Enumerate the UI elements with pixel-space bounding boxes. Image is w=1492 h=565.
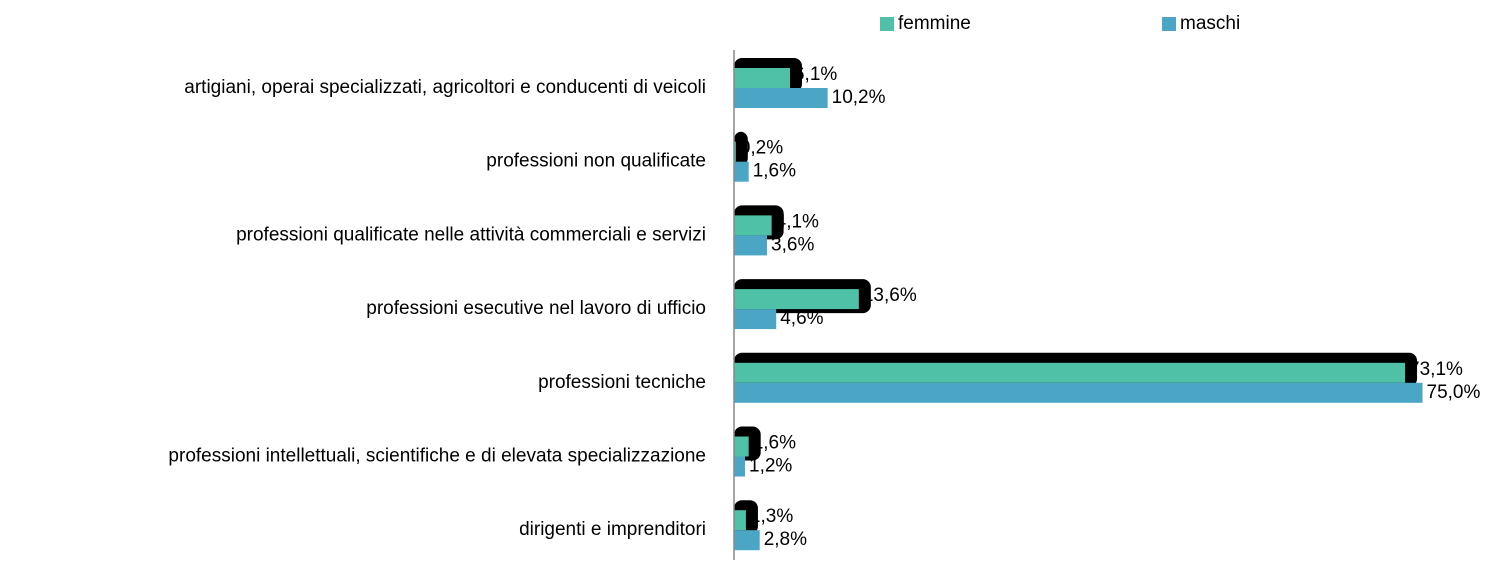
legend-label: maschi xyxy=(1180,13,1240,34)
data-label: 1,2% xyxy=(749,456,792,477)
bar xyxy=(734,141,736,162)
y-tick-label: professioni tecniche xyxy=(538,372,706,393)
y-tick-label: dirigenti e imprenditori xyxy=(519,519,706,540)
bar-shadow xyxy=(734,131,748,166)
data-label: 73,1% xyxy=(1409,359,1463,380)
bar xyxy=(734,436,749,457)
bar xyxy=(734,88,828,108)
y-tick-label: artigiani, operai specializzati, agricol… xyxy=(184,77,706,98)
bar xyxy=(734,235,768,256)
bar xyxy=(734,382,1423,403)
legend-label: femmine xyxy=(898,13,971,34)
bar xyxy=(734,510,746,531)
data-label: 6,1% xyxy=(794,64,837,85)
data-label: 3,6% xyxy=(771,234,814,255)
data-label: 13,6% xyxy=(863,285,917,306)
data-label: 4,6% xyxy=(780,308,823,329)
data-label: 75,0% xyxy=(1427,382,1481,403)
data-label: 1,6% xyxy=(753,161,796,182)
bar xyxy=(734,289,859,310)
y-tick-label: professioni esecutive nel lavoro di uffi… xyxy=(366,298,706,319)
y-tick-label: professioni non qualificate xyxy=(486,151,706,172)
bar xyxy=(734,68,790,88)
data-label: 1,6% xyxy=(753,433,796,454)
bar xyxy=(734,362,1406,383)
data-label: 0,2% xyxy=(740,138,783,159)
data-label: 1,3% xyxy=(750,506,793,527)
y-tick-label: professioni qualificate nelle attività c… xyxy=(236,224,706,245)
bar xyxy=(734,215,772,236)
bar xyxy=(734,161,749,182)
data-label: 10,2% xyxy=(832,87,886,108)
data-label: 4,1% xyxy=(776,211,819,232)
bar xyxy=(734,530,760,551)
data-label: 2,8% xyxy=(764,529,807,550)
y-tick-label: professioni intellettuali, scientifiche … xyxy=(168,446,706,467)
legend-swatch xyxy=(1162,17,1176,31)
bar xyxy=(734,456,746,477)
legend-swatch xyxy=(880,17,894,31)
bar xyxy=(734,309,777,330)
